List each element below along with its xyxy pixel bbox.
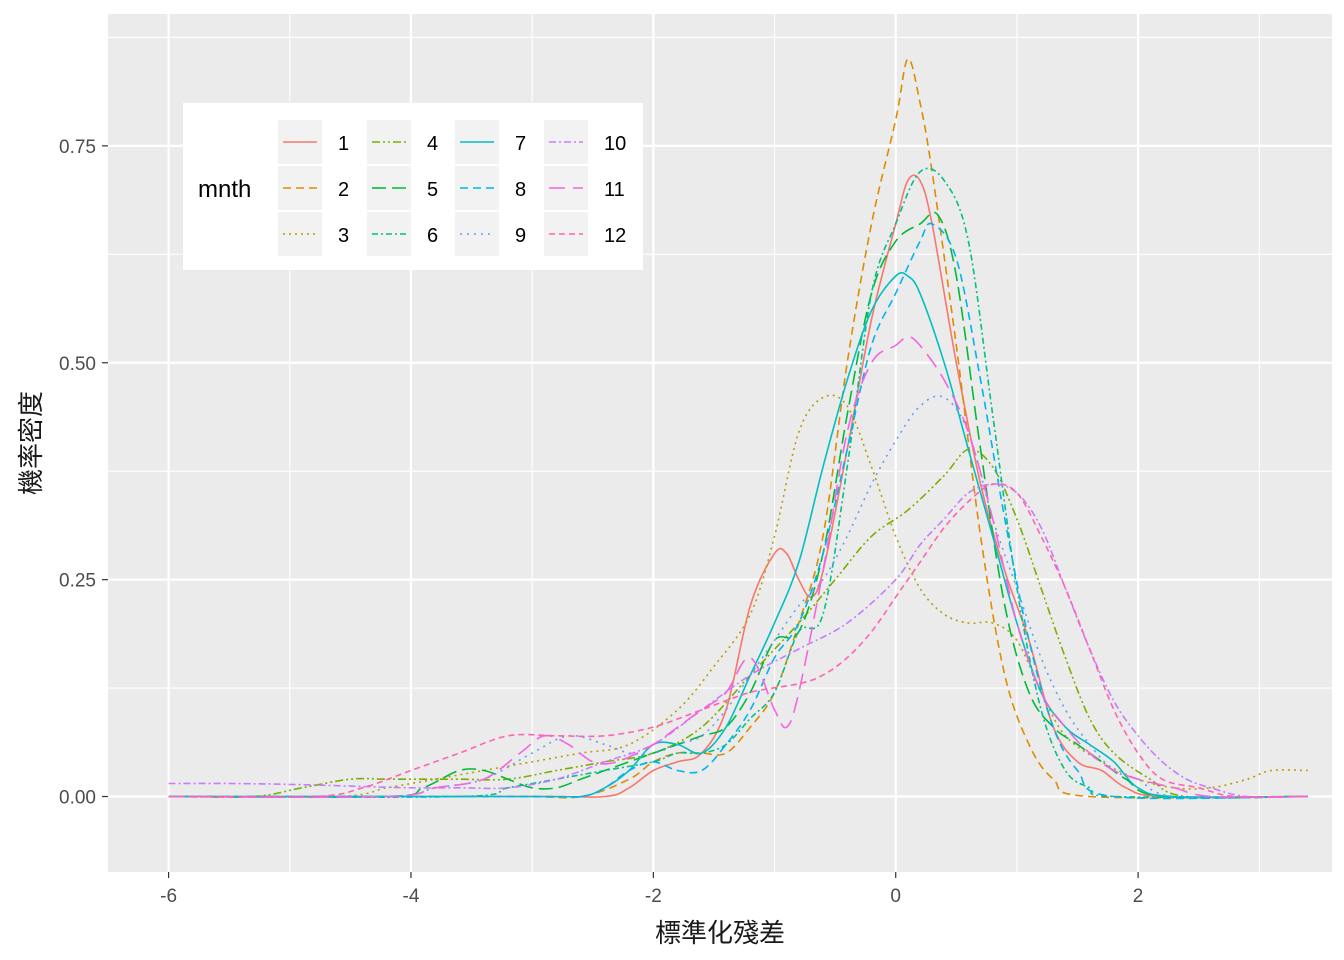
- y-tick-label: 0.25: [59, 571, 96, 592]
- density-line-month-2: [168, 58, 1308, 799]
- legend-label: 5: [427, 179, 438, 201]
- density-curves: [168, 58, 1308, 800]
- density-line-month-10: [168, 483, 1308, 798]
- x-tick-label: 2: [1133, 886, 1144, 907]
- density-line-month-8: [168, 222, 1308, 800]
- legend-title: mnth: [198, 176, 251, 203]
- x-tick-label: 0: [890, 886, 901, 907]
- x-tick-label: -4: [403, 886, 420, 907]
- x-axis: -6 -4 -2 0 2: [160, 872, 1143, 907]
- y-axis: 0.00 0.25 0.50 0.75: [59, 137, 108, 809]
- legend-label: 4: [427, 133, 438, 155]
- y-axis-title: 機率密度: [17, 391, 47, 495]
- legend-label: 1: [338, 133, 349, 155]
- legend-label: 12: [604, 225, 626, 247]
- x-tick-label: -6: [160, 886, 177, 907]
- density-line-month-7: [168, 271, 1308, 798]
- x-tick-label: -2: [645, 886, 662, 907]
- y-tick-label: 0.75: [59, 137, 96, 158]
- legend-label: 9: [515, 225, 526, 247]
- density-line-month-4: [168, 448, 1308, 799]
- y-tick-label: 0.50: [59, 354, 96, 375]
- y-tick-label: 0.00: [59, 788, 96, 809]
- legend-label: 3: [338, 225, 349, 247]
- x-axis-title: 標準化殘差: [655, 919, 785, 949]
- density-line-month-12: [168, 482, 1308, 798]
- legend-label: 11: [604, 179, 625, 201]
- legend-label: 6: [427, 225, 438, 247]
- legend-label: 10: [604, 133, 626, 155]
- density-line-month-9: [168, 395, 1308, 799]
- density-line-month-5: [168, 211, 1308, 799]
- legend-key-bg: [455, 212, 499, 256]
- legend-label: 7: [515, 133, 526, 155]
- legend-label: 8: [515, 179, 526, 201]
- legend-label: 2: [338, 179, 349, 201]
- density-line-month-6: [168, 167, 1308, 798]
